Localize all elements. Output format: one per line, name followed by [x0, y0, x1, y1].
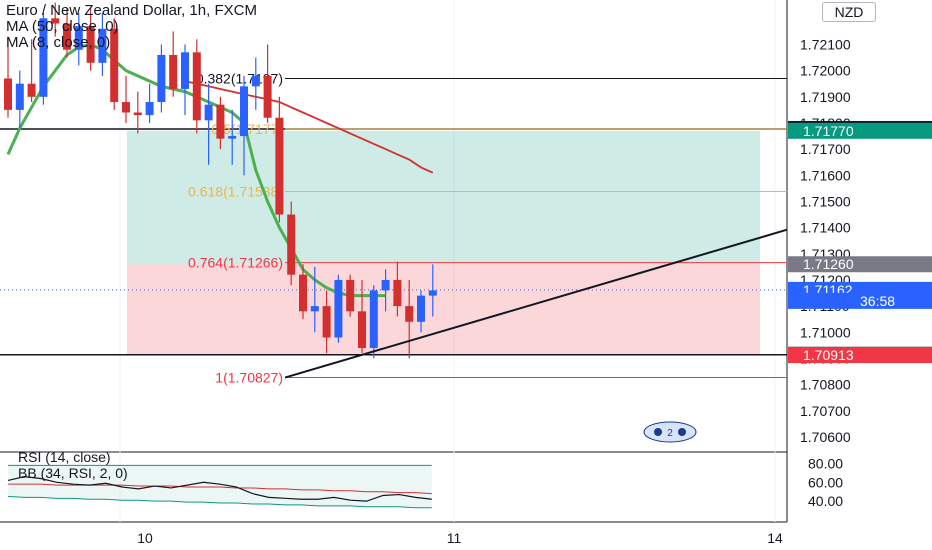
fib-level-label: 1(1.70827)	[215, 370, 283, 386]
candle-body	[204, 104, 213, 121]
candle-body	[145, 102, 154, 116]
price-tag-label: 1.71770	[803, 123, 854, 139]
fibonacci-retracement[interactable]: 0.382(1.7197)0.5(1.7177)0.618(1.71538)0.…	[188, 70, 787, 386]
candle-body	[287, 214, 296, 275]
price-axis: 1.721001.720001.719001.718001.717001.716…	[800, 36, 851, 509]
candle-body	[275, 117, 284, 215]
price-tag-bg	[788, 292, 932, 309]
bb-basis-line	[8, 483, 432, 495]
price-tag-bg	[788, 347, 932, 364]
candle-body	[157, 54, 166, 103]
price-tick-label: 1.72100	[800, 36, 851, 52]
price-tick-label: 1.70700	[800, 403, 851, 419]
candle-body	[122, 102, 130, 113]
fib-level-label: 0.618(1.71538)	[188, 184, 283, 200]
price-tags: 1.717771.717701.712601.7116236:581.70914…	[788, 120, 932, 364]
candle-body	[251, 75, 260, 87]
ma50-legend: MA (50, close, 0)	[6, 18, 119, 35]
candle-body	[110, 28, 119, 103]
rsi-tick-label: 40.00	[808, 493, 843, 509]
rsi-pane	[7, 464, 432, 509]
candle-body	[417, 295, 425, 322]
fib-level-label: 0.382(1.7197)	[196, 70, 283, 86]
candle-body	[405, 306, 414, 322]
candle-body	[393, 279, 402, 307]
price-tick-label: 1.70600	[800, 429, 851, 445]
svg-text:2: 2	[667, 428, 673, 439]
price-tick-label: 1.71500	[800, 193, 851, 209]
candle-body	[39, 18, 48, 97]
price-tick-label: 1.71900	[800, 89, 851, 105]
fib-level-label: 0.764(1.71266)	[188, 255, 283, 271]
time-tick-label: 14	[767, 530, 783, 546]
bb-legend: BB (34, RSI, 2, 0)	[18, 465, 128, 481]
price-tag-label: 36:58	[860, 293, 895, 309]
candle-body	[181, 52, 189, 89]
candle-body	[310, 306, 319, 312]
support-trendline	[284, 228, 788, 379]
candle-body	[381, 279, 390, 291]
ma8-legend: MA (8, close, 0)	[6, 34, 111, 51]
ma50-line	[184, 80, 434, 174]
bb-lower-line	[7, 495, 432, 509]
price-tick-label: 1.71600	[800, 167, 851, 183]
price-tag-label: 1.71260	[803, 256, 854, 272]
candle-body	[240, 86, 248, 137]
candle-body	[334, 279, 343, 338]
rsi-tick-label: 60.00	[808, 474, 843, 490]
price-tag-bg	[788, 122, 932, 139]
candle-body	[358, 311, 366, 348]
trendline[interactable]	[284, 228, 788, 379]
candles	[4, 2, 437, 359]
price-tick-label: 1.72000	[800, 63, 851, 79]
time-axis: 10 11 14	[137, 530, 783, 546]
price-tick-label: 1.70800	[800, 377, 851, 393]
time-tick-label: 10	[137, 530, 153, 546]
time-tick-label: 11	[447, 530, 462, 546]
candle-body	[263, 75, 272, 118]
candle-body	[4, 78, 12, 110]
candle-body	[299, 274, 307, 312]
candle-body	[133, 112, 142, 116]
price-tick-label: 1.71400	[800, 220, 851, 236]
candle-body	[169, 54, 178, 89]
candle-body	[86, 26, 95, 63]
candle-body	[228, 136, 237, 139]
rsi-tick-label: 80.00	[808, 455, 843, 471]
candle-body	[63, 23, 71, 50]
candle-body	[322, 306, 331, 338]
position-loss-zone	[127, 264, 760, 355]
candle-body	[369, 290, 378, 348]
symbol-title: Euro / New Zealand Dollar, 1h, FXCM	[6, 2, 257, 19]
candle-body	[15, 83, 24, 110]
rsi-line	[7, 476, 432, 502]
price-tag-bg	[788, 256, 932, 273]
currency-badge[interactable]: NZD	[822, 2, 876, 22]
candle-body	[27, 83, 36, 97]
price-tag-label: 1.70913	[803, 347, 854, 363]
replay-icon[interactable]: 2	[643, 421, 697, 443]
price-tick-label: 1.71700	[800, 141, 851, 157]
price-tick-label: 1.71000	[800, 324, 851, 340]
candle-body	[74, 26, 83, 50]
candle-body	[216, 104, 225, 139]
candle-body	[51, 18, 60, 24]
candle-body	[346, 279, 355, 312]
candle-body	[428, 290, 437, 296]
rsi-legend: RSI (14, close)	[18, 449, 111, 465]
candle-body	[192, 52, 201, 121]
candle-body	[98, 28, 107, 63]
